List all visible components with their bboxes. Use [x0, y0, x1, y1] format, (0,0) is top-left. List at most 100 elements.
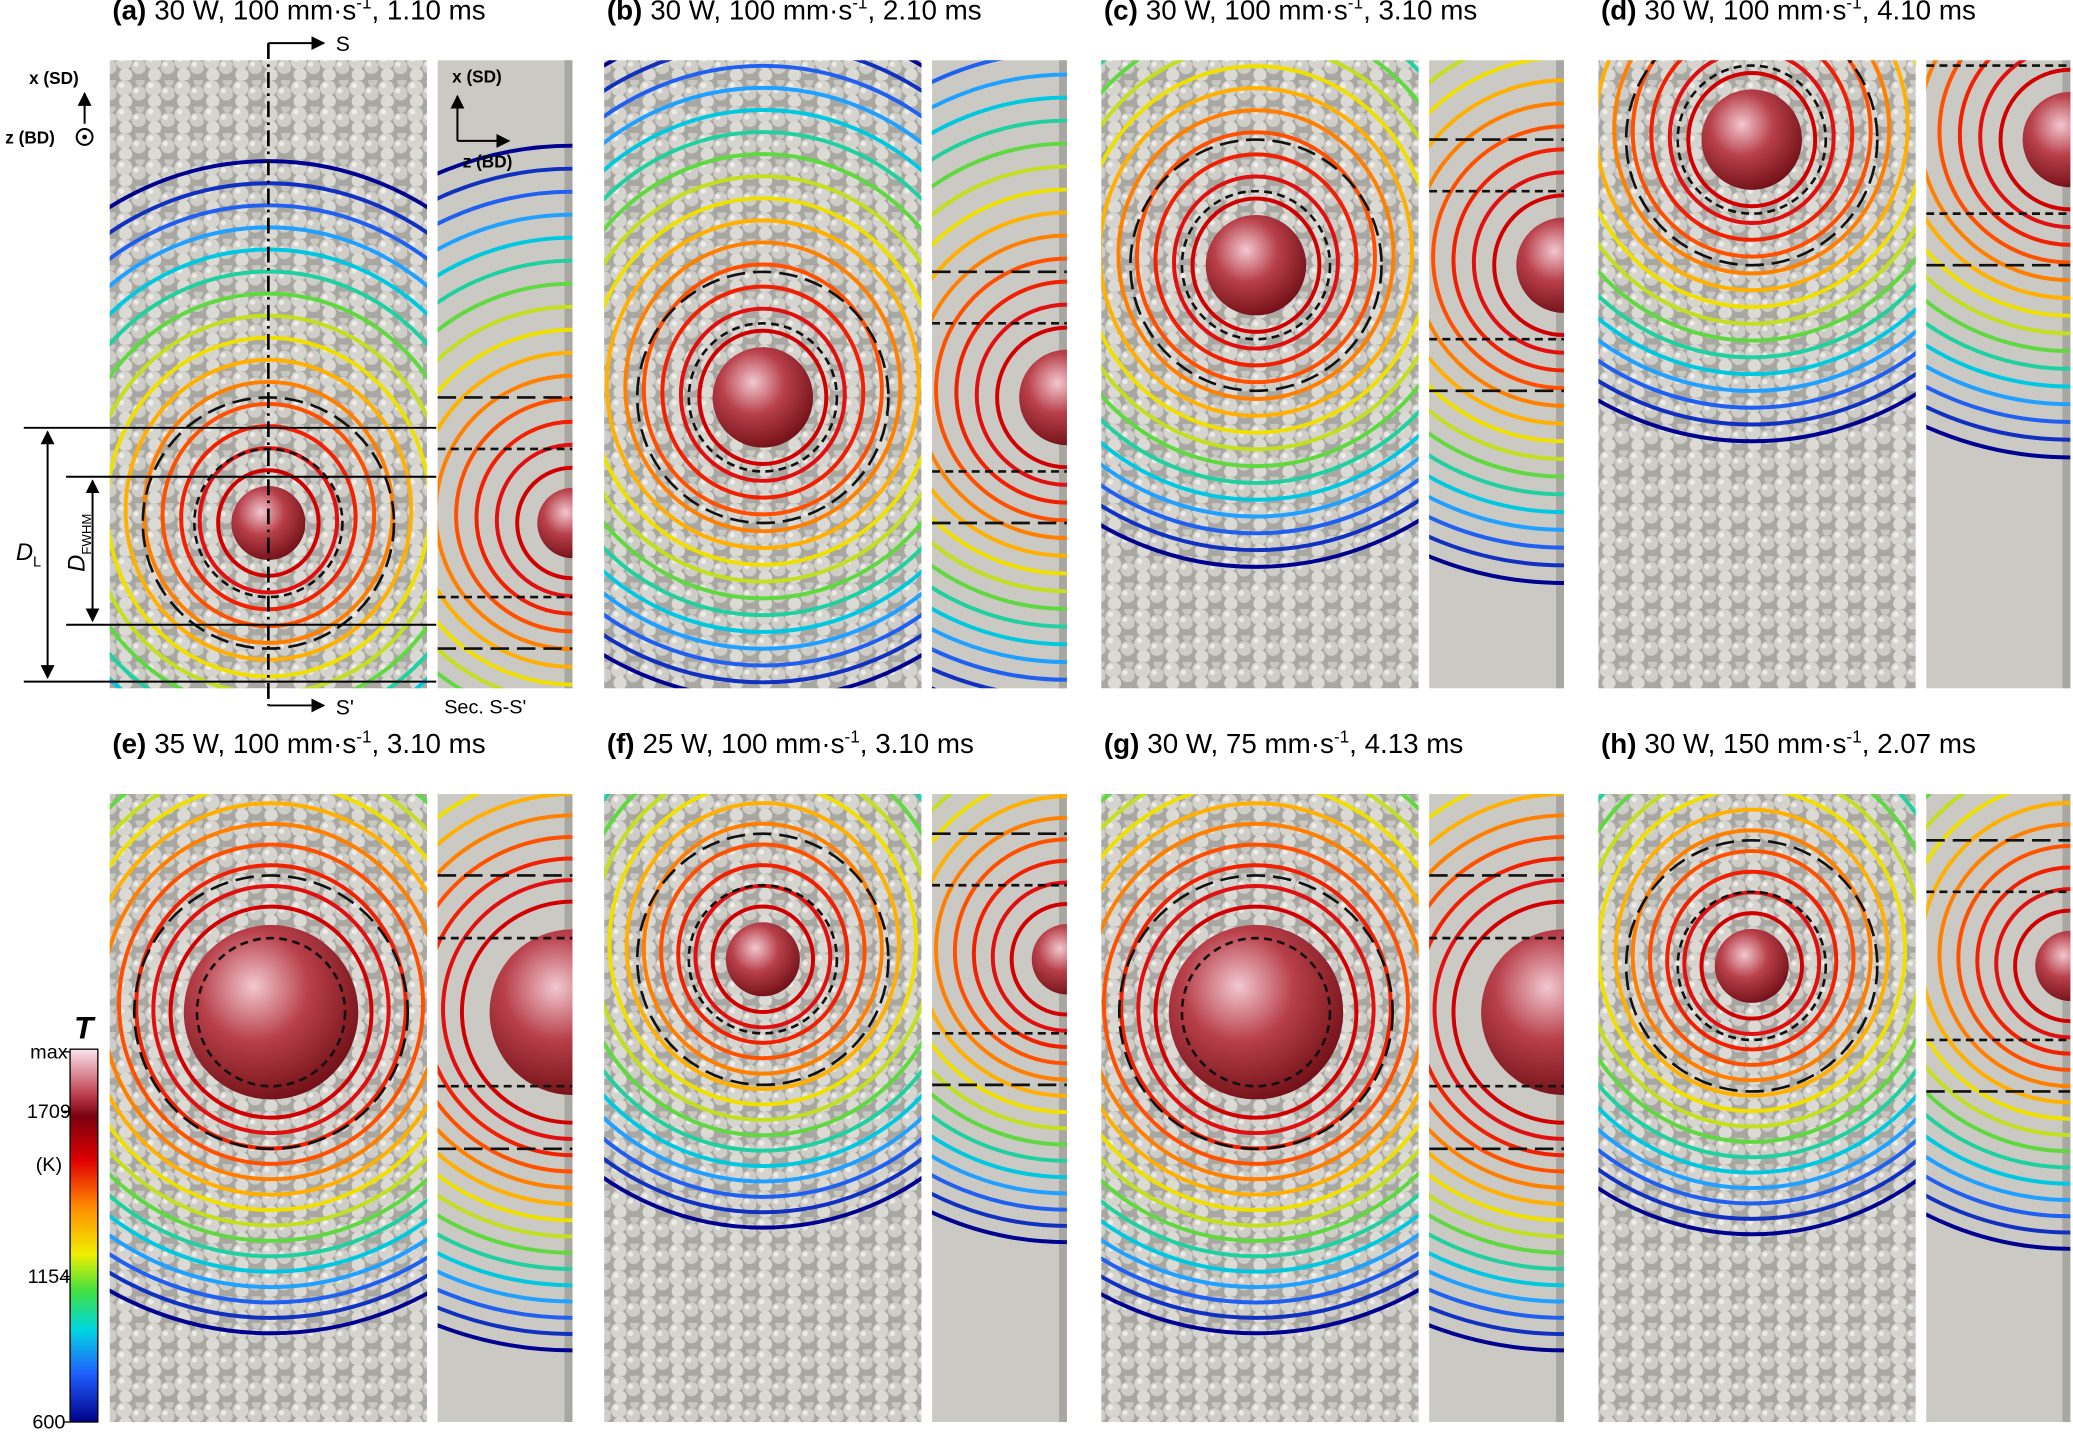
isotherm [109, 794, 428, 1228]
panel-title: (b) 30 W, 100 mm·s-1, 2.10 ms [607, 0, 982, 25]
d-fwhm-circle [687, 883, 839, 1035]
isotherm [109, 794, 428, 1243]
isotherms [604, 60, 922, 689]
section-isotherm [1926, 321, 2071, 371]
isotherm [604, 86, 922, 651]
section-isotherm [934, 815, 1067, 1082]
section-end: S' [336, 697, 354, 720]
superscript: -1 [1348, 0, 1363, 13]
section-isotherm [971, 858, 1067, 1050]
panel-label: (d) [1601, 0, 1636, 25]
section-isotherm [1937, 822, 2071, 1089]
isotherm [1598, 1158, 1916, 1221]
superscript: -1 [1846, 726, 1861, 746]
isotherms [1101, 794, 1419, 1336]
section-isotherm [1978, 60, 2071, 230]
isotherm [109, 269, 428, 689]
isotherm [109, 1288, 428, 1336]
isotherm [1686, 70, 1818, 209]
section-isotherm [1492, 193, 1565, 337]
section-isotherm [1956, 844, 2071, 1072]
section-isotherm [990, 880, 1067, 1033]
section-isotherm [1429, 794, 1565, 1239]
superscript: -1 [852, 0, 867, 13]
isotherm [604, 152, 922, 601]
superscript: -1 [356, 726, 371, 746]
isotherm [1172, 174, 1340, 351]
isotherm [109, 1213, 428, 1274]
isotherm [1598, 1093, 1916, 1175]
section-isotherm [932, 1173, 1067, 1212]
panel-label: (h) [1601, 728, 1636, 759]
section-isotherm [932, 72, 1067, 664]
melt-pool [1168, 924, 1344, 1100]
isotherm [1101, 60, 1419, 485]
isotherm [697, 328, 829, 467]
isotherm [1190, 196, 1322, 334]
isotherm [1598, 224, 1916, 326]
section-isotherm [932, 187, 1067, 576]
isotherm [109, 291, 428, 689]
d-l-circle [1624, 838, 1879, 1093]
isotherm [1598, 794, 1916, 1129]
isotherm [1101, 821, 1419, 1182]
panel: (b) 30 W, 100 mm·s-1, 2.10 ms [604, 0, 1067, 689]
section-isotherm [441, 878, 573, 1141]
colorbar-label: 1709 [27, 1101, 71, 1123]
isotherm [604, 794, 922, 1138]
isotherm [151, 883, 391, 1136]
isotherm [1630, 828, 1873, 1083]
isotherm [607, 794, 919, 1107]
section-isotherm [1926, 1174, 2071, 1219]
melt-pool [183, 924, 359, 1100]
section-edge [1556, 794, 1565, 1423]
isotherm [623, 240, 903, 534]
isotherm [109, 1270, 428, 1320]
powder-bed [1598, 794, 1916, 1423]
isotherm [109, 1193, 428, 1259]
isotherm [1665, 869, 1839, 1052]
colorbar-title: T [74, 1010, 96, 1046]
isotherm [1598, 282, 1916, 360]
section-isotherm [1429, 554, 1565, 585]
melt-pool [1701, 89, 1802, 190]
side-x-axis-label: x (SD) [452, 67, 502, 87]
out-of-plane [75, 128, 94, 146]
section-melt-pool [537, 487, 573, 559]
section-isotherm [1926, 1134, 2071, 1186]
section-view [932, 794, 1067, 1423]
section-isotherm [1429, 101, 1565, 408]
d-l-circle [1129, 138, 1383, 393]
section-isotherm [1926, 800, 2071, 1105]
section-melt-pool [1516, 217, 1565, 313]
panel-label: (b) [607, 0, 642, 25]
panel-condition: 30 W, 100 mm·s [1146, 0, 1348, 25]
panel: (f) 25 W, 100 mm·s-1, 3.10 ms [604, 726, 1067, 1423]
panel-condition: 30 W, 100 mm·s [650, 0, 852, 25]
panel-time: , 3.10 ms [860, 728, 974, 759]
panel-title: (a) 30 W, 100 mm·s-1, 1.10 ms [112, 0, 485, 25]
panel: (c) 30 W, 100 mm·s-1, 3.10 ms [1101, 0, 1565, 689]
isotherm [604, 196, 922, 567]
isotherm [1598, 60, 1910, 293]
section-isotherm [932, 1191, 1067, 1228]
section-edge [2062, 794, 2071, 1423]
section-isotherm [474, 419, 573, 616]
isotherm [1101, 794, 1419, 1212]
panel: (h) 30 W, 150 mm·s-1, 2.07 ms [1598, 726, 2071, 1423]
isotherm [710, 904, 816, 1015]
d-l-circle [1117, 874, 1394, 1151]
d-l-circle [132, 874, 410, 1151]
colorbar [69, 1048, 99, 1423]
isotherm [1612, 60, 1892, 276]
isotherm [1101, 60, 1419, 469]
isotherm [1134, 130, 1377, 385]
section-isotherms [932, 60, 1067, 689]
d-fwhm: D [64, 555, 91, 572]
isotherm [604, 1175, 922, 1230]
isotherm [1699, 911, 1804, 1021]
panel: (e) 35 W, 100 mm·s-1, 3.10 ms [109, 726, 573, 1423]
section-isotherm [1432, 878, 1565, 1141]
section-view [1926, 794, 2071, 1423]
section-isotherm [2013, 908, 2071, 1024]
